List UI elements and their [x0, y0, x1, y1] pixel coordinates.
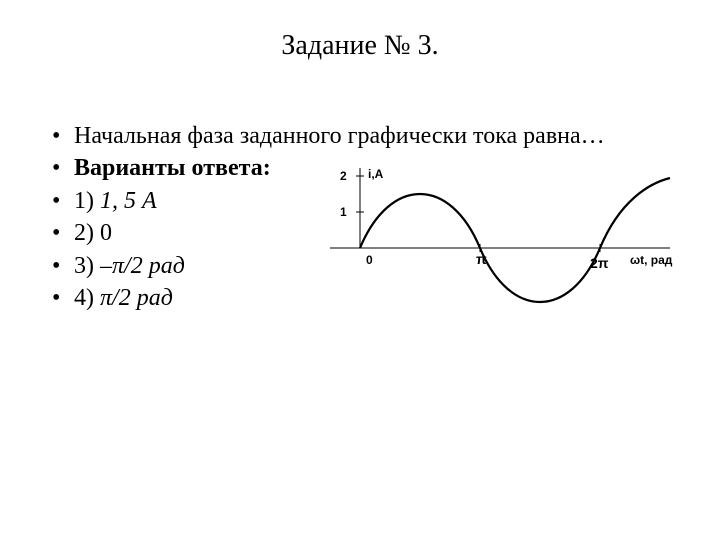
y-tick-label-2: 2 [340, 169, 347, 183]
sine-curve [360, 178, 670, 302]
bullet-dot: • [52, 217, 74, 249]
bullet-dot: • [52, 120, 74, 152]
x-tick-label-2pi: 2π [590, 255, 609, 271]
question-text: Начальная фаза заданного графически тока… [74, 120, 672, 152]
task-title: Задание № 3. [0, 30, 720, 62]
bullet-dot: • [52, 185, 74, 217]
option-4-value: π/2 рад [100, 285, 173, 311]
option-1-value: 1, 5 А [100, 188, 157, 214]
option-3-value: –π/2 рад [100, 253, 185, 279]
y-tick-label-1: 1 [340, 205, 347, 219]
y-axis-label: i,А [368, 168, 384, 181]
x-tick-label-pi: π [476, 251, 487, 267]
sine-wave-chart: i,А 2 1 0 π 2π ωt, рад [330, 168, 690, 308]
option-1-prefix: 1) [74, 188, 100, 214]
option-3-prefix: 3) [74, 253, 100, 279]
bullet-dot: • [52, 152, 74, 184]
bullet-dot: • [52, 250, 74, 282]
list-item: • Начальная фаза заданного графически то… [52, 120, 672, 152]
bullet-dot: • [52, 282, 74, 314]
option-4-prefix: 4) [74, 285, 100, 311]
x-axis-label: ωt, рад [630, 253, 673, 267]
x-tick-label-0: 0 [366, 253, 373, 267]
